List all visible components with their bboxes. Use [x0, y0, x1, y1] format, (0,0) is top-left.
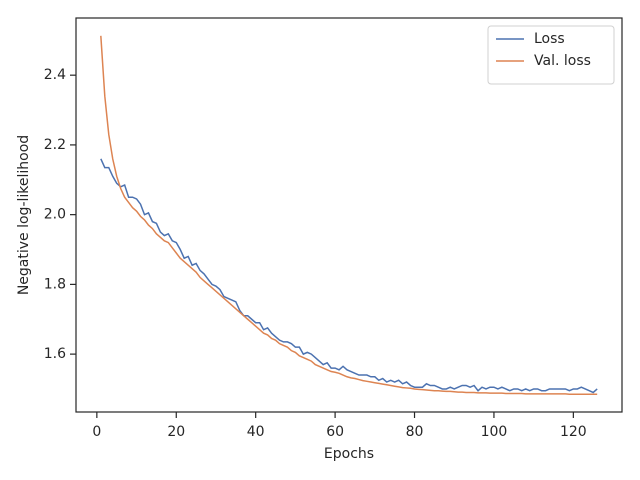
x-tick-label: 40 [247, 424, 265, 440]
data-line [100, 158, 598, 394]
y-tick-label: 2.4 [44, 67, 66, 83]
x-tick-label: 100 [481, 424, 508, 440]
x-tick-label: 120 [560, 424, 587, 440]
y-tick-label: 2.0 [44, 207, 66, 223]
x-tick-label: 20 [167, 424, 185, 440]
legend-box [487, 25, 615, 85]
y-axis-label: Negative log-likelihood [16, 135, 32, 295]
x-tick-label: 0 [92, 424, 101, 440]
y-tick-label: 1.8 [44, 276, 66, 292]
y-tick-label: 2.2 [44, 137, 66, 153]
x-axis-label: Epochs [324, 446, 374, 462]
legend-label: Val. loss [534, 53, 591, 69]
y-tick-label: 1.6 [44, 346, 66, 362]
x-tick-label: 80 [406, 424, 424, 440]
legend-label: Loss [534, 31, 565, 47]
x-tick-label: 60 [326, 424, 344, 440]
data-line [100, 35, 598, 395]
